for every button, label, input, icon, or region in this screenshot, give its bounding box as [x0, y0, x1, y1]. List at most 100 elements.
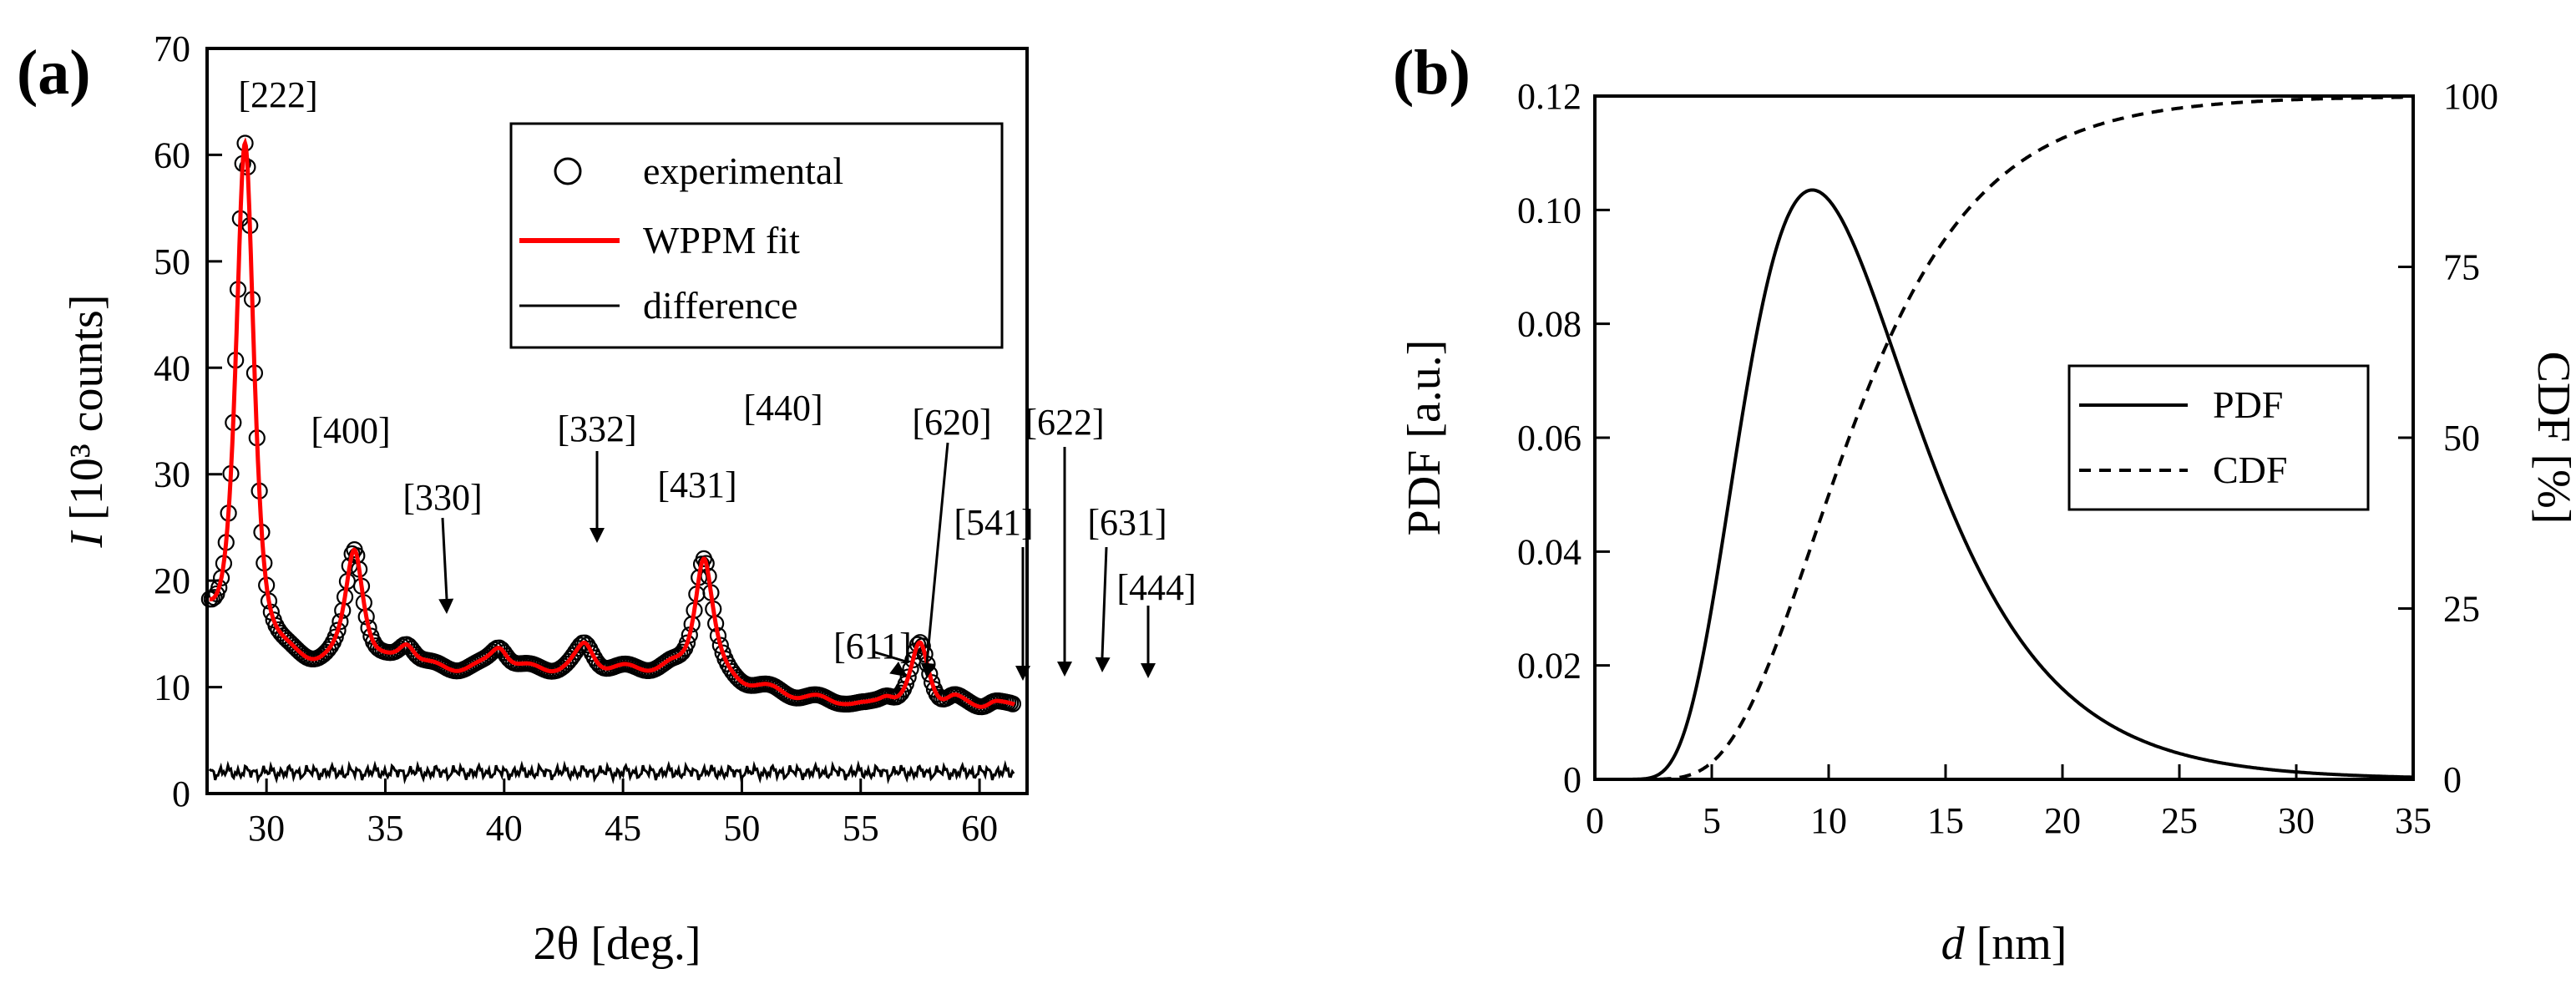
a-y-tick-label: 30 — [154, 454, 190, 495]
panel-a-legend-box — [509, 122, 1004, 349]
b-x-tick-label: 30 — [2278, 800, 2315, 841]
a-x-tick-label: 50 — [723, 808, 760, 849]
experimental-point — [893, 684, 910, 702]
experimental-point — [674, 643, 691, 661]
b-y2-tick-label: 75 — [2443, 247, 2480, 288]
b-y-tick-label: 0.10 — [1517, 190, 1582, 231]
experimental-point — [326, 628, 344, 646]
b-y-tick-label: 0.08 — [1517, 304, 1582, 345]
legend-experimental-label: experimental — [643, 150, 843, 192]
peak-label: [400] — [311, 410, 390, 451]
difference-line — [208, 759, 1015, 785]
wppm-fit-line — [209, 137, 1016, 709]
peak-label: [440] — [743, 388, 822, 429]
panel-b-x-axis: 0 5 10 15 20 25 30 35 — [1586, 764, 2432, 841]
panel-a-peak-labels: [222][400][330][332][431][440][611][620]… — [238, 74, 1197, 681]
a-x-tick-label: 40 — [486, 808, 523, 849]
legend-difference-label: difference — [643, 284, 798, 327]
a-x-tick-label: 45 — [605, 808, 641, 849]
a-y-tick-label: 70 — [154, 28, 190, 69]
legend-experimental-marker — [554, 157, 582, 185]
panel-b-x-axis-label: d [nm] — [1941, 918, 2067, 970]
b-x-tick-label: 20 — [2044, 800, 2081, 841]
b-y2-tick-label: 50 — [2443, 418, 2480, 459]
panel-a-data — [200, 134, 1022, 785]
b-x-tick-label: 35 — [2395, 800, 2432, 841]
peak-label: [222] — [238, 74, 317, 115]
peak-label: [330] — [402, 477, 482, 518]
peak-label: [541] — [954, 502, 1033, 543]
panel-b-x-axis-label-units: [nm] — [1976, 918, 2067, 970]
panel-b-legend: PDF CDF — [2067, 364, 2370, 511]
panel-a-xrd-pattern: (a) 30 35 40 45 50 55 60 0 10 20 30 40 50 60 70 [222]… — [17, 28, 1197, 970]
peak-arrow — [925, 442, 949, 664]
peak-arrow-head — [1015, 666, 1030, 681]
peak-arrow-head — [1141, 663, 1156, 678]
b-x-tick-label: 5 — [1703, 800, 1721, 841]
a-y-tick-label: 20 — [154, 560, 190, 601]
panel-b-x-axis-label-symbol: d — [1941, 918, 1966, 970]
peak-arrow-head — [889, 662, 906, 677]
peak-label: [620] — [912, 402, 991, 443]
panel-a-x-axis: 30 35 40 45 50 55 60 — [248, 779, 998, 849]
b-y-tick-label: 0.12 — [1517, 76, 1582, 117]
panel-a-plot-frame — [205, 47, 1029, 795]
panel-b-legend-box — [2067, 364, 2370, 511]
peak-arrow-head — [920, 662, 936, 678]
a-x-tick-label: 55 — [843, 808, 879, 849]
cdf-curve — [1599, 95, 2412, 781]
a-y-tick-label: 50 — [154, 241, 190, 282]
b-y-tick-label: 0.06 — [1517, 418, 1582, 459]
panel-a-y-axis: 0 10 20 30 40 50 60 70 — [154, 28, 222, 814]
b-y2-tick-label: 25 — [2443, 589, 2480, 630]
a-x-tick-label: 60 — [961, 808, 998, 849]
b-x-tick-label: 15 — [1927, 800, 1964, 841]
a-x-tick-label: 35 — [367, 808, 403, 849]
panel-b-y-axis: 0 0.02 0.04 0.06 0.08 0.10 0.12 — [1517, 76, 1610, 800]
a-x-tick-label: 30 — [248, 808, 285, 849]
a-y-tick-label: 0 — [172, 773, 190, 814]
experimental-point — [899, 668, 917, 686]
a-y-tick-label: 10 — [154, 667, 190, 708]
panel-b-y2-axis-label: CDF [%] — [2528, 352, 2576, 525]
b-x-tick-label: 0 — [1586, 800, 1604, 841]
panel-a-label: (a) — [17, 38, 91, 108]
a-y-tick-label: 60 — [154, 134, 190, 175]
b-x-tick-label: 25 — [2161, 800, 2198, 841]
peak-arrow-head — [1095, 657, 1111, 672]
b-y2-tick-label: 100 — [2443, 76, 2498, 117]
experimental-point — [321, 637, 340, 655]
pdf-curve — [1599, 188, 2412, 781]
peak-arrow-head — [590, 528, 605, 543]
legend-pdf-label: PDF — [2213, 383, 2283, 426]
peak-arrow-head — [1057, 662, 1072, 677]
peak-arrow — [441, 517, 448, 600]
peak-label: [431] — [657, 464, 736, 505]
panel-a-y-axis-label: I [10³ counts] — [61, 295, 113, 549]
panel-b-size-distribution: (b) 0 5 10 15 20 25 30 35 0 0.02 0.04 0.06 0.08 0.10… — [1393, 38, 2576, 970]
peak-arrow — [872, 650, 907, 663]
panel-b-y-axis-label: PDF [a.u.] — [1399, 340, 1450, 536]
peak-arrow-head — [438, 598, 454, 614]
legend-fit-label: WPPM fit — [643, 219, 800, 261]
panel-b-label: (b) — [1393, 38, 1470, 108]
panel-a-x-axis-label: 2θ [deg.] — [534, 918, 701, 970]
peak-label: [622] — [1025, 402, 1104, 443]
experimental-point — [678, 634, 696, 652]
peak-label: [631] — [1087, 502, 1167, 543]
b-x-tick-label: 10 — [1810, 800, 1847, 841]
panel-a-y-axis-label-symbol: I — [61, 530, 113, 548]
peak-label: [444] — [1116, 567, 1196, 608]
panel-a-y-axis-label-units: [10³ counts] — [61, 295, 113, 520]
b-y2-tick-label: 0 — [2443, 759, 2462, 800]
peak-label: [332] — [557, 408, 636, 449]
b-y-tick-label: 0.04 — [1517, 531, 1582, 572]
panel-b-y2-axis: 0 25 50 75 100 — [2398, 76, 2498, 800]
peak-arrow — [1101, 546, 1108, 658]
legend-cdf-label: CDF — [2213, 449, 2287, 491]
b-y-tick-label: 0 — [1563, 759, 1582, 800]
experimental-point — [205, 589, 223, 606]
panel-a-legend: experimental WPPM fit difference — [509, 122, 1004, 349]
panel-b-data — [1599, 95, 2412, 781]
